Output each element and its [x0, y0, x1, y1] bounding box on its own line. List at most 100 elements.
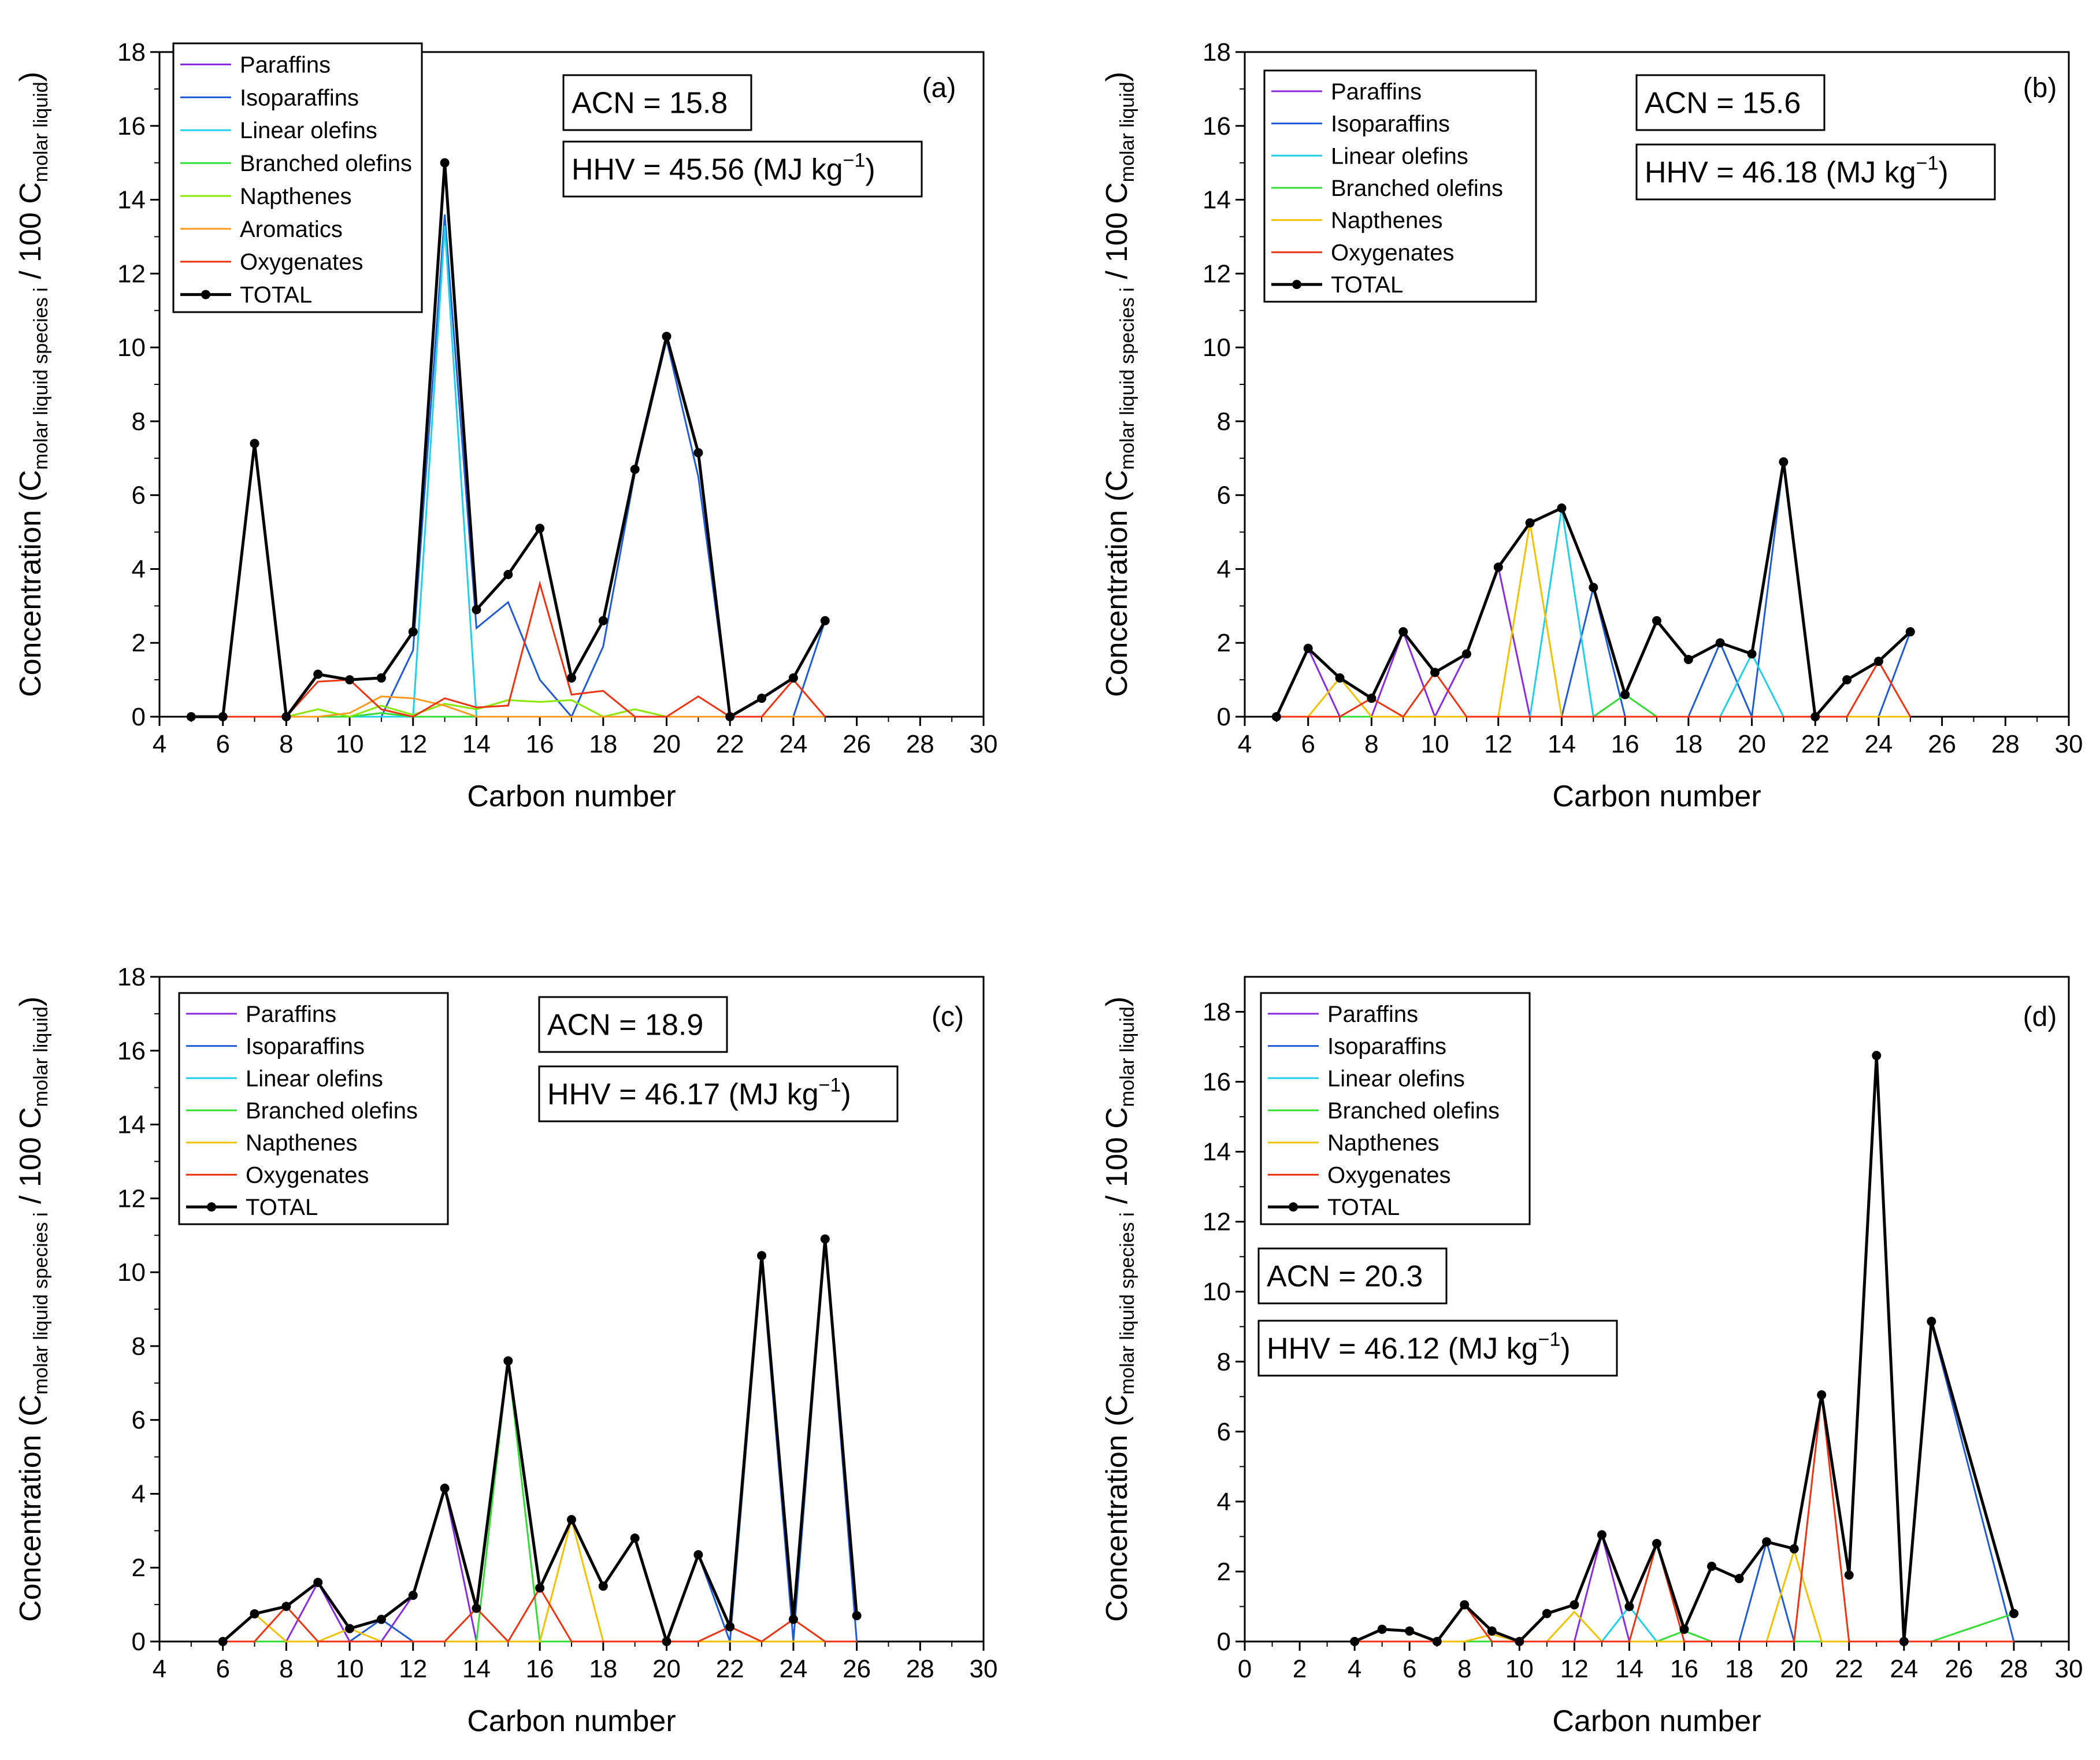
y-axis-title-subscript: molar liquid	[1116, 1006, 1138, 1107]
y-axis-title-part: )	[14, 996, 47, 1006]
x-tick-label: 4	[153, 1655, 166, 1683]
panel-label: (a)	[922, 73, 956, 103]
x-tick-label: 20	[652, 730, 681, 758]
y-axis-title-part: )	[1100, 996, 1134, 1006]
total-point	[1350, 1637, 1360, 1646]
x-tick-label: 24	[779, 1655, 807, 1683]
total-point	[503, 1356, 513, 1366]
legend-label-napthenes: Napthenes	[1327, 1131, 1439, 1156]
hhv-text-suffix: )	[865, 153, 875, 187]
x-tick-label: 16	[1611, 730, 1639, 758]
y-tick-label: 6	[1217, 1418, 1231, 1446]
hhv-box	[1257, 1320, 1618, 1377]
legend-label-isoparaffins: Isoparaffins	[1331, 112, 1450, 137]
y-tick-label: 8	[1217, 407, 1231, 436]
x-tick-label: 22	[1835, 1655, 1863, 1683]
hhv-text: HHV = 46.12 (MJ kg−1)	[1267, 1329, 1571, 1366]
x-tick-label: 14	[462, 1655, 491, 1683]
acn-box	[562, 74, 752, 131]
series-line-linear-olefins	[1276, 507, 1910, 718]
total-point	[1927, 1317, 1936, 1327]
total-point	[662, 331, 671, 341]
y-tick-label: 16	[1203, 1068, 1231, 1096]
x-tick-label: 26	[843, 1655, 871, 1683]
legend-marker	[1289, 1202, 1298, 1212]
legend-label-napthenes: Napthenes	[246, 1131, 357, 1156]
x-tick-label: 4	[153, 730, 166, 758]
hhv-text-superscript: −1	[1538, 1329, 1561, 1351]
legend-label-paraffins: Paraffins	[1331, 79, 1422, 105]
total-point	[598, 616, 608, 625]
legend-label-napthenes: Napthenes	[240, 184, 351, 209]
total-point	[852, 1611, 862, 1621]
x-tick-label: 24	[1890, 1655, 1918, 1683]
x-tick-label: 28	[1999, 1655, 2028, 1683]
x-tick-label: 22	[716, 1655, 744, 1683]
y-axis-title: Concentration (Cmolar liquid species i /…	[14, 72, 52, 697]
x-tick-label: 18	[1674, 730, 1702, 758]
legend-label-isoparaffins: Isoparaffins	[1327, 1034, 1446, 1059]
total-point	[1271, 712, 1281, 721]
legend-box	[178, 992, 449, 1225]
total-point	[1905, 627, 1915, 637]
total-point	[757, 694, 767, 703]
total-point	[1652, 616, 1661, 625]
x-tick-label: 28	[906, 1655, 934, 1683]
x-tick-label: 4	[1348, 1655, 1361, 1683]
y-axis-title-part: / 100 C	[14, 182, 47, 287]
total-point	[535, 524, 545, 533]
total-point	[1430, 668, 1440, 677]
total-point	[693, 1550, 703, 1559]
x-tick-label: 30	[2055, 1655, 2083, 1683]
total-point	[1542, 1609, 1552, 1618]
total-point	[1525, 518, 1535, 528]
x-tick-label: 6	[1403, 1655, 1416, 1683]
y-tick-label: 14	[1203, 186, 1231, 214]
total-point	[1810, 712, 1820, 721]
y-tick-label: 4	[1217, 1488, 1231, 1516]
y-tick-label: 12	[1203, 1208, 1231, 1236]
legend-label-total: TOTAL	[1327, 1195, 1400, 1220]
x-tick-label: 16	[526, 730, 554, 758]
x-tick-label: 16	[1670, 1655, 1698, 1683]
total-point	[1432, 1637, 1442, 1646]
total-point	[1707, 1561, 1717, 1571]
total-point	[281, 712, 291, 721]
y-tick-label: 18	[117, 38, 146, 66]
hhv-text-prefix: HHV = 46.12 (MJ kg	[1267, 1332, 1538, 1366]
total-point	[1620, 690, 1630, 699]
series-line-napthenes	[1276, 523, 1910, 718]
x-tick-label: 8	[1364, 730, 1378, 758]
total-point	[1377, 1624, 1387, 1634]
y-tick-label: 2	[1217, 1558, 1231, 1586]
y-tick-label: 12	[117, 260, 146, 288]
x-tick-label: 12	[1484, 730, 1512, 758]
x-tick-label: 4	[1238, 730, 1252, 758]
total-point	[1873, 657, 1883, 666]
x-tick-label: 26	[1928, 730, 1956, 758]
acn-text: ACN = 15.8	[572, 87, 728, 120]
total-point	[725, 1622, 735, 1632]
acn-box	[1257, 1247, 1448, 1305]
y-tick-label: 0	[132, 1628, 146, 1656]
total-point	[598, 1581, 608, 1591]
acn-text: ACN = 15.6	[1645, 87, 1801, 120]
total-point	[1460, 1600, 1470, 1610]
total-point	[1367, 694, 1376, 703]
legend-label-total: TOTAL	[1331, 272, 1403, 298]
hhv-text-superscript: −1	[819, 1074, 841, 1096]
x-tick-label: 18	[589, 730, 617, 758]
y-tick-label: 10	[1203, 1278, 1231, 1306]
total-point	[313, 1577, 323, 1587]
y-tick-label: 0	[1217, 1628, 1231, 1656]
total-point	[1557, 503, 1567, 513]
total-point	[1405, 1626, 1415, 1636]
hhv-text-prefix: HHV = 46.18 (MJ kg	[1645, 156, 1916, 190]
legend-label-linear-olefins: Linear olefins	[246, 1066, 383, 1091]
x-tick-label: 8	[1457, 1655, 1471, 1683]
x-tick-label: 20	[1738, 730, 1766, 758]
legend-label-total: TOTAL	[246, 1195, 318, 1220]
x-tick-label: 12	[399, 730, 427, 758]
y-tick-label: 18	[1203, 38, 1231, 66]
total-point	[1844, 1570, 1854, 1580]
